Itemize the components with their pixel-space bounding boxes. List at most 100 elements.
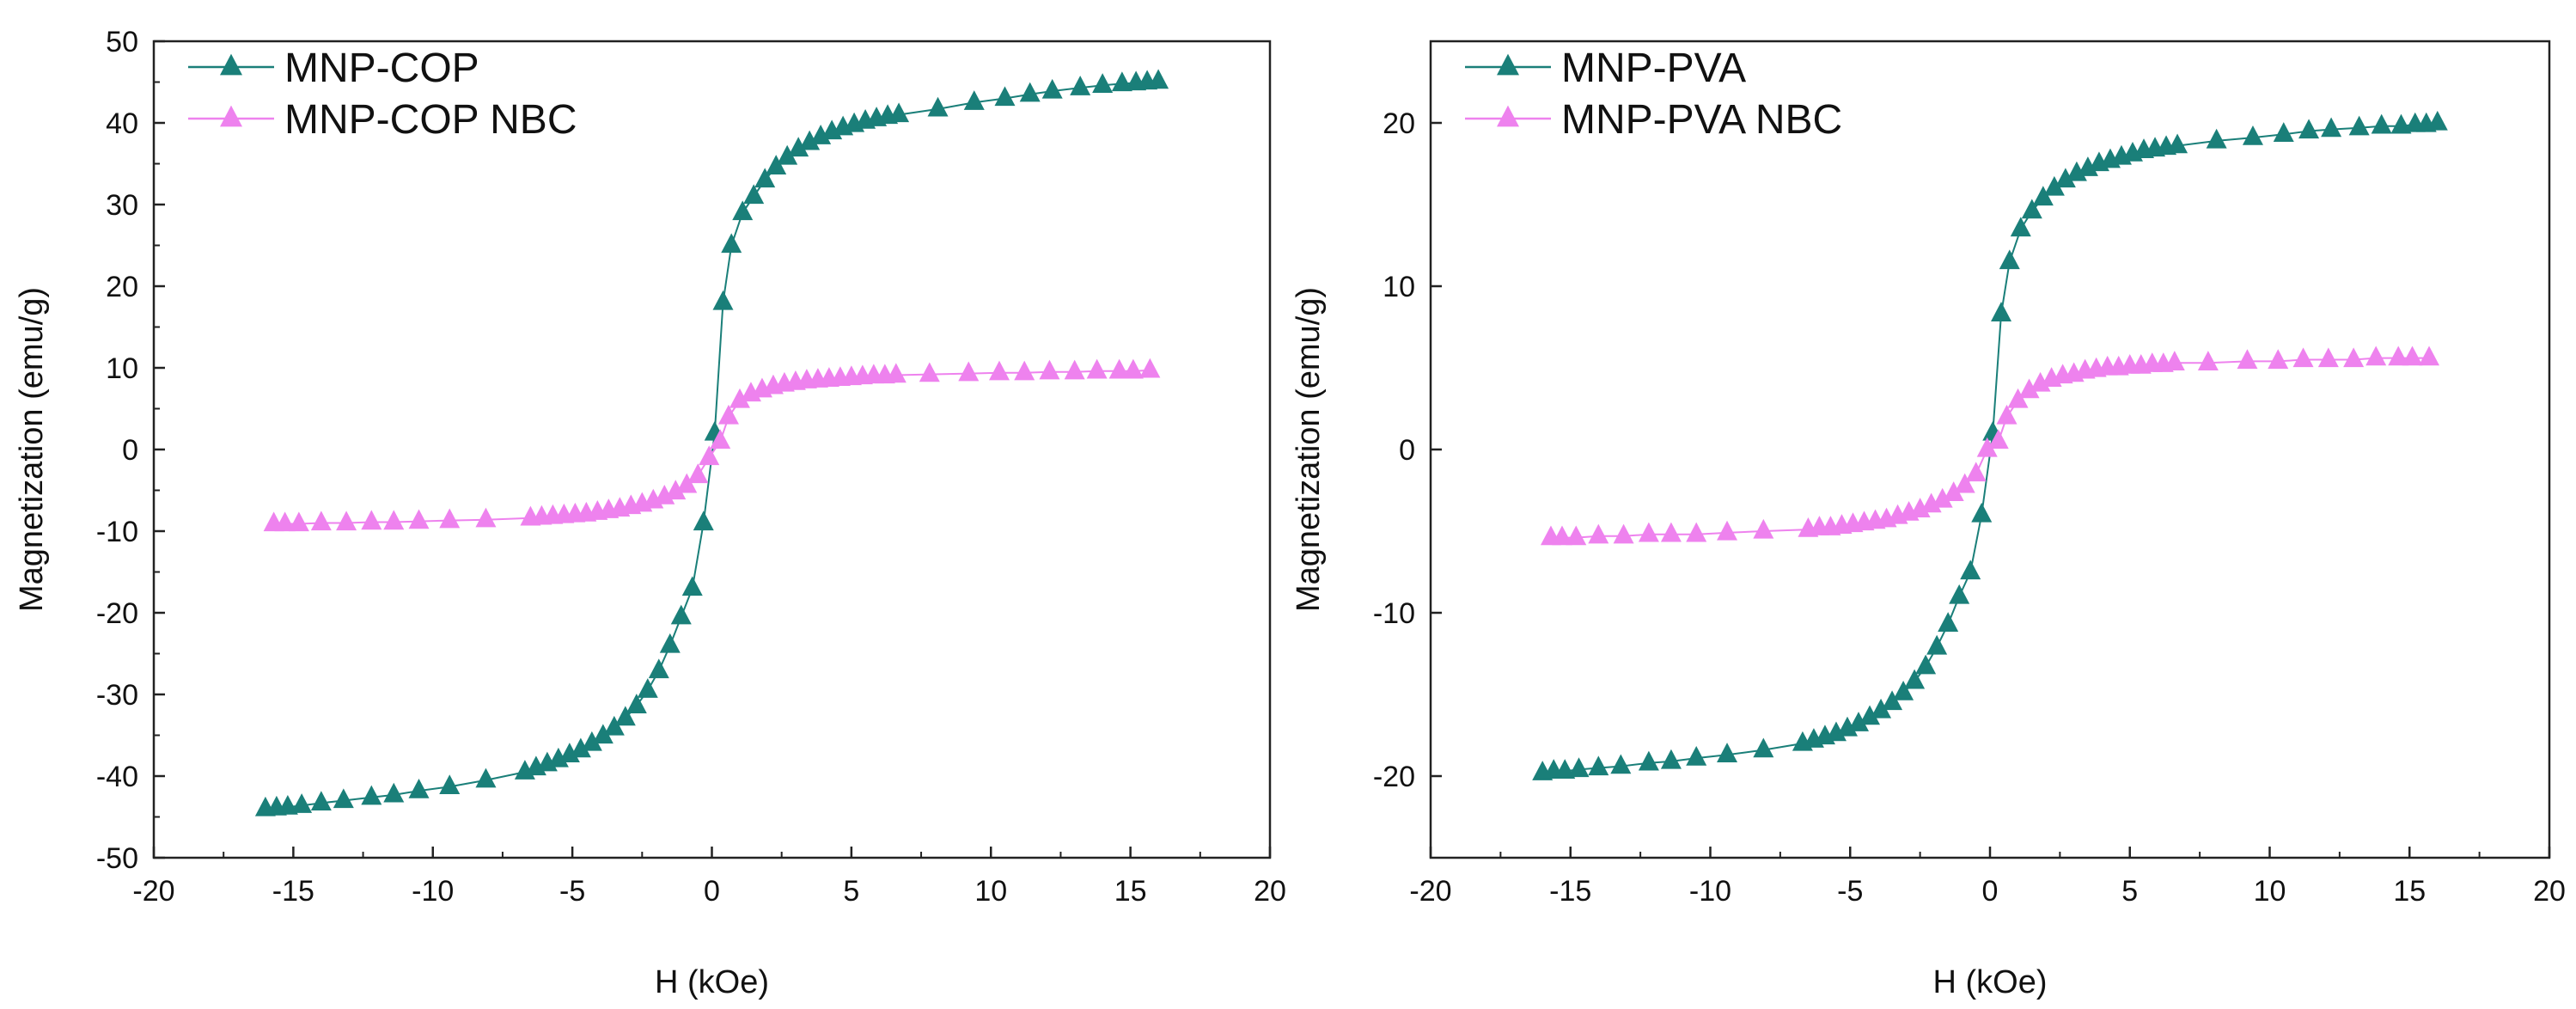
- data-point: [2321, 117, 2342, 138]
- data-point: [2237, 349, 2258, 370]
- y-tick-label: 10: [106, 352, 138, 385]
- x-tick-label: -20: [132, 875, 174, 908]
- y-tick-label: -40: [96, 761, 138, 793]
- data-point: [2043, 175, 2065, 196]
- data-point: [1568, 757, 1590, 778]
- data-point: [361, 785, 382, 805]
- data-point: [1971, 502, 1993, 523]
- data-point: [2390, 113, 2412, 134]
- series-mnp-cop: [254, 69, 1169, 816]
- data-point: [659, 633, 681, 653]
- legend-marker: [220, 53, 242, 76]
- data-point: [475, 507, 497, 528]
- x-tick-label: -5: [559, 875, 585, 908]
- data-point: [2343, 347, 2365, 368]
- data-point: [1588, 523, 1609, 544]
- legend-entry: MNP-PVA: [1465, 46, 1746, 91]
- data-point: [1014, 360, 1035, 381]
- data-point: [1111, 71, 1132, 92]
- data-point: [676, 473, 698, 493]
- data-point: [2242, 125, 2263, 145]
- data-point: [277, 794, 298, 815]
- data-point: [665, 480, 687, 500]
- data-point: [799, 130, 821, 150]
- data-point: [2292, 347, 2314, 368]
- y-axis-title: Magnetization (emu/g): [1291, 287, 1327, 612]
- data-point: [1996, 404, 2017, 425]
- data-point: [1092, 73, 1114, 93]
- y-tick-label: 30: [106, 189, 138, 222]
- data-point: [408, 509, 430, 529]
- y-tick-label: -30: [96, 679, 138, 712]
- y-tick-label: -10: [96, 516, 138, 548]
- y-tick-label: 0: [1399, 434, 1415, 467]
- data-point: [1613, 523, 1634, 544]
- series-line: [265, 80, 1159, 810]
- legend-label: MNP-COP NBC: [284, 97, 577, 143]
- data-point: [1882, 690, 1903, 711]
- data-point: [1148, 69, 1169, 89]
- data-point: [693, 511, 714, 531]
- data-point: [729, 388, 750, 408]
- x-tick-label: -15: [272, 875, 314, 908]
- data-point: [2365, 346, 2387, 366]
- data-point: [1086, 358, 1108, 379]
- legend-marker: [220, 105, 242, 127]
- data-point: [614, 706, 636, 726]
- data-point: [361, 510, 382, 530]
- data-point: [2197, 351, 2219, 370]
- data-point: [2371, 113, 2392, 134]
- data-point: [336, 511, 357, 531]
- legend-entry: MNP-PVA NBC: [1465, 97, 1842, 143]
- x-tick-label: 15: [2393, 875, 2426, 908]
- data-point: [2402, 346, 2423, 366]
- data-point: [2206, 128, 2227, 149]
- data-point: [1893, 680, 1914, 700]
- data-point: [570, 737, 591, 758]
- data-point: [1064, 359, 1085, 380]
- data-point: [777, 144, 798, 165]
- legend-marker: [1497, 105, 1519, 127]
- y-tick-label: -50: [96, 842, 138, 875]
- x-tick-label: 20: [1254, 875, 1286, 908]
- data-point: [310, 511, 332, 531]
- y-tick-label: -20: [96, 597, 138, 630]
- data-point: [2348, 115, 2370, 136]
- data-point: [581, 731, 602, 751]
- data-point: [699, 445, 720, 466]
- x-tick-label: 5: [843, 875, 859, 908]
- data-point: [2018, 378, 2040, 399]
- legend-entry: MNP-COP: [188, 46, 479, 91]
- data-point: [1753, 737, 1774, 758]
- data-point: [2268, 349, 2289, 370]
- data-point: [754, 168, 776, 188]
- data-point: [2054, 168, 2076, 188]
- data-point: [1686, 745, 1707, 766]
- data-point: [439, 774, 461, 795]
- data-point: [603, 715, 625, 736]
- legend-entry: MNP-COP NBC: [188, 97, 577, 143]
- data-point: [1019, 82, 1041, 102]
- y-tick-label: 20: [1383, 107, 1415, 140]
- x-tick-label: -10: [412, 875, 454, 908]
- y-tick-label: 20: [106, 271, 138, 303]
- data-point: [1960, 560, 1981, 580]
- data-point: [788, 137, 809, 157]
- data-point: [1915, 654, 1937, 675]
- y-tick-label: -10: [1373, 597, 1415, 630]
- data-point: [687, 463, 709, 484]
- y-tick-label: 50: [106, 26, 138, 58]
- data-point: [2317, 347, 2339, 368]
- data-point: [885, 363, 906, 383]
- data-point: [592, 724, 613, 744]
- x-tick-label: 0: [704, 875, 720, 908]
- data-point: [1943, 481, 1964, 501]
- series-mnp-pva-nbc: [1540, 346, 2440, 546]
- data-point: [626, 694, 647, 713]
- y-tick-label: -20: [1373, 761, 1415, 793]
- data-point: [2164, 351, 2185, 370]
- data-point: [1554, 759, 1576, 779]
- data-point: [1041, 78, 1063, 99]
- data-point: [1871, 698, 1892, 719]
